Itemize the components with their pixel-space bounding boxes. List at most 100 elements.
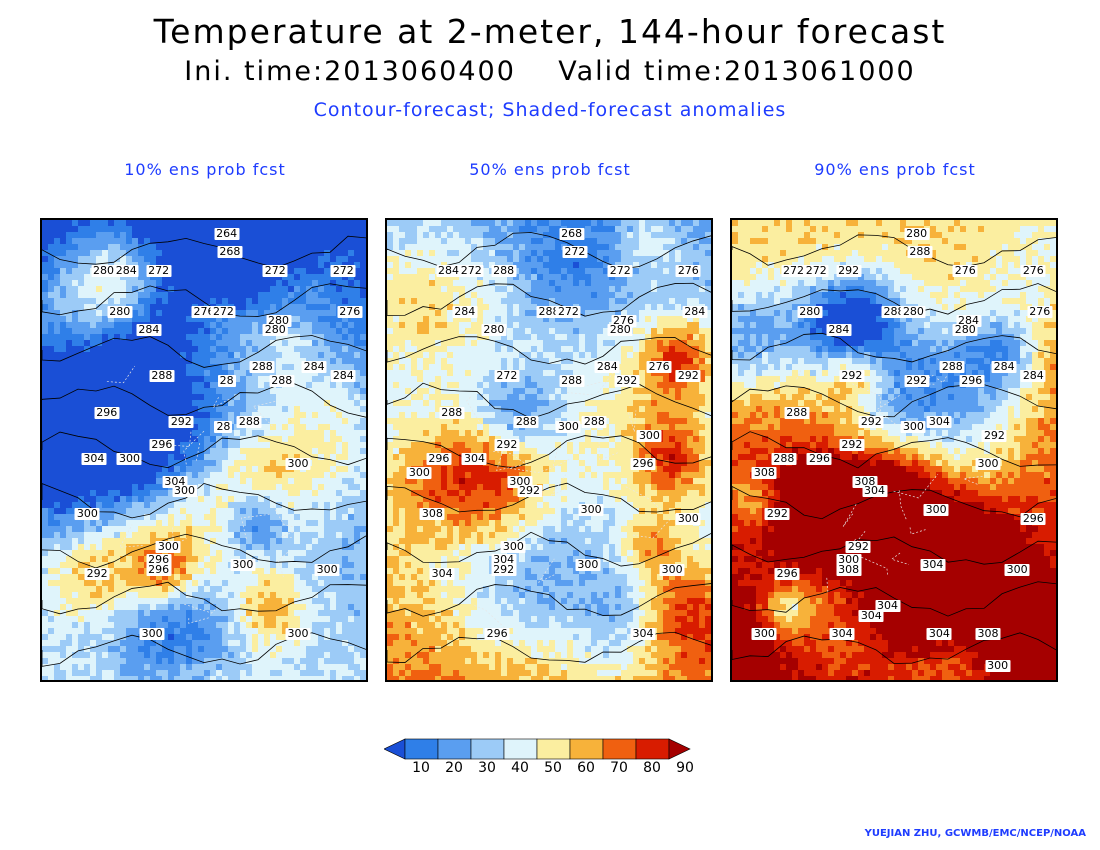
contour-label: 288: [581, 415, 607, 429]
contour-label: 292: [675, 369, 701, 383]
panel-title-10: 10% ens prob fcst: [124, 160, 286, 179]
contour-label: 296: [1020, 512, 1046, 525]
boundary-line: [826, 577, 830, 593]
contour-label: 292: [858, 415, 884, 429]
contour-label: 272: [210, 305, 236, 318]
contour-label: 272: [458, 263, 484, 277]
contour-label: 300: [155, 539, 181, 553]
colorbar-tick-label: 50: [544, 760, 562, 776]
contour-label: 304: [926, 415, 952, 429]
contour-label: 280: [91, 263, 117, 277]
boundary-line: [184, 603, 217, 614]
contour-label: 300: [74, 507, 100, 521]
contour-label: 280: [904, 226, 930, 240]
contour-label: 300: [116, 452, 142, 466]
contour-label: 272: [555, 305, 581, 318]
contour-label: 300: [500, 539, 526, 553]
contour-line: [732, 384, 1056, 418]
contour-label: 304: [429, 567, 455, 581]
contour-line: [42, 581, 366, 615]
colorbar-tick-label: 10: [412, 760, 430, 776]
colorbar-swatch: [404, 738, 439, 760]
contour-label: 292: [836, 263, 862, 277]
anomaly-field: [387, 220, 711, 680]
contour-label: 288: [907, 245, 933, 259]
credit-text: YUEJIAN ZHU, GCWMB/EMC/NCEP/NOAA: [864, 828, 1086, 839]
contour-label: 284: [330, 369, 356, 383]
contour-label: 296: [146, 562, 172, 576]
contour-label: 292: [981, 429, 1007, 443]
contour-label: 300: [578, 502, 604, 516]
boundary-line: [876, 395, 900, 425]
contour-label: 300: [1004, 562, 1030, 576]
boundary-line: [170, 430, 192, 447]
contour-line: [387, 382, 711, 419]
contour-label: 300: [555, 420, 581, 433]
contour-label: 288: [939, 360, 965, 374]
contour-line: [42, 533, 366, 569]
colorbar-swatch: [503, 738, 538, 760]
boundary-line: [280, 531, 294, 538]
contour-label: 276: [191, 305, 217, 318]
colorbar-swatch: [536, 738, 571, 760]
map-panel-90: 2802882842922722722762762802882842842802…: [730, 218, 1058, 682]
contour-label: 304: [461, 452, 487, 466]
contour-label: 284: [301, 360, 327, 374]
colorbar-low-arrow: [384, 738, 406, 760]
contour-label: 300: [172, 484, 198, 498]
contour-label: 284: [136, 323, 162, 337]
boundary-line: [909, 527, 926, 535]
contour-label: 284: [826, 323, 852, 337]
map-panel-50: 2682722842882842722722762842882762802722…: [385, 218, 713, 682]
boundary-line: [106, 365, 136, 384]
contour-line: [732, 431, 1056, 469]
contour-label: 280: [262, 323, 288, 337]
contour-label: 296: [146, 553, 172, 567]
contour-line: [42, 431, 366, 469]
contour-line: [732, 283, 1056, 315]
contour-label: 288: [784, 406, 810, 420]
contour-label: 308: [751, 466, 777, 479]
contour-label: 272: [607, 263, 633, 277]
contour-label: 292: [614, 374, 640, 387]
contour-line: [42, 235, 366, 269]
contour-label: 308: [836, 562, 862, 576]
contour-label: 280: [266, 314, 292, 328]
contour-label: 288: [536, 305, 562, 318]
contour-label: 276: [337, 305, 363, 318]
contour-label: 300: [139, 627, 165, 640]
contour-label: 304: [491, 553, 517, 567]
contour-label: 284: [682, 305, 708, 318]
time-line: Ini. time:2013060400 Valid time:20130610…: [184, 56, 916, 87]
main-title: Temperature at 2-meter, 144-hour forecas…: [153, 12, 947, 51]
contour-label: 288: [513, 415, 539, 429]
contour-label: 300: [230, 558, 256, 571]
contour-label: 292: [494, 438, 520, 452]
subtitle: Contour-forecast; Shaded-forecast anomal…: [313, 99, 787, 121]
contour-label: 264: [214, 226, 240, 240]
contour-label: 300: [406, 466, 432, 479]
contour-label: 284: [113, 263, 139, 277]
contour-label: 280: [107, 305, 133, 318]
contour-label: 300: [659, 562, 685, 576]
contour-line: [732, 536, 1056, 565]
contour-label: 304: [630, 627, 656, 640]
contour-label: 288: [236, 415, 262, 429]
colorbar-swatch: [437, 738, 472, 760]
contour-label: 276: [1027, 305, 1053, 318]
contour-label: 296: [774, 567, 800, 581]
contour-label: 296: [94, 406, 120, 420]
contour-label: 300: [675, 512, 701, 525]
boundary-line: [632, 517, 672, 539]
contour-label: 300: [636, 429, 662, 443]
contour-label: 272: [781, 263, 807, 277]
contour-label: 304: [162, 475, 188, 489]
contour-label: 308: [419, 507, 445, 521]
contour-label: 292: [904, 374, 930, 387]
colorbar-swatch: [602, 738, 637, 760]
contour-label: 292: [491, 562, 517, 576]
boundary-line: [252, 401, 276, 427]
contour-label: 304: [920, 558, 946, 571]
contour-label: 308: [975, 627, 1001, 640]
contour-line: [42, 383, 366, 418]
